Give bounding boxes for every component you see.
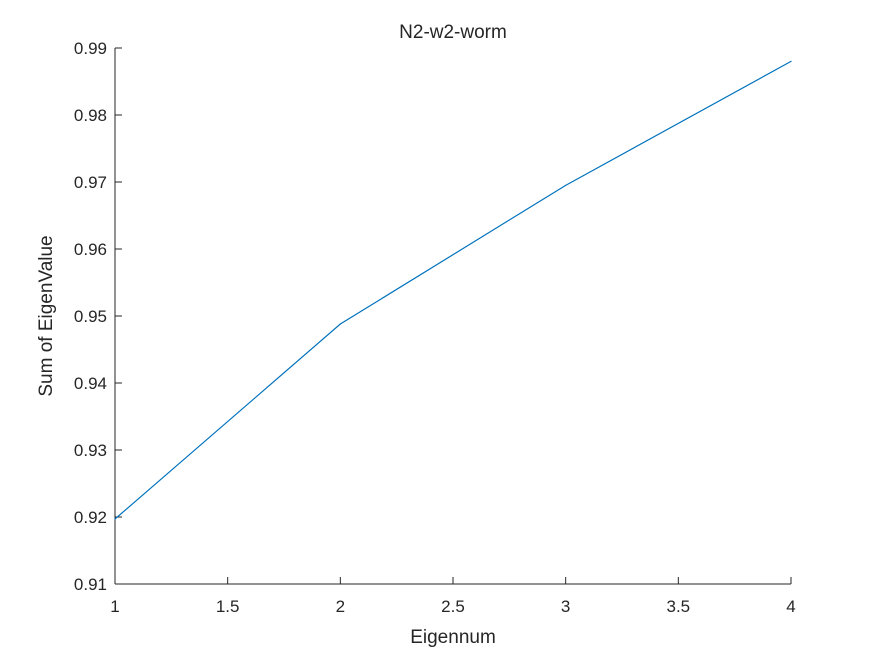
y-tick-label: 0.95 [74, 307, 107, 326]
y-tick-label: 0.97 [74, 173, 107, 192]
data-point [790, 60, 792, 63]
x-tick-label: 2.5 [441, 597, 465, 616]
y-axis-title: Sum of EigenValue [36, 235, 57, 396]
series-line [114, 60, 792, 520]
data-point [565, 184, 567, 186]
y-tick-label: 0.92 [74, 508, 107, 527]
y-tick-label: 0.93 [74, 441, 107, 460]
chart-title: N2-w2-worm [399, 22, 507, 43]
series-layer [114, 60, 792, 520]
y-tick-label: 0.94 [74, 374, 107, 393]
y-tick-label: 0.91 [74, 575, 107, 594]
x-tick-label: 4 [786, 597, 795, 616]
x-axis-title: Eigennum [410, 627, 496, 648]
data-point [114, 518, 116, 520]
y-tick-label: 0.98 [74, 106, 107, 125]
axes: 1 1.5 2 2.5 3 3.5 4 0.91 0.92 0.93 0.94 0.95 0.96 0.9… [74, 39, 796, 616]
y-tick-label: 0.96 [74, 240, 107, 259]
x-tick-label: 3.5 [667, 597, 691, 616]
y-tick-label: 0.99 [74, 39, 107, 58]
x-tick-label: 1 [110, 597, 119, 616]
x-tick-label: 2 [336, 597, 345, 616]
x-tick-label: 3 [561, 597, 570, 616]
data-point [339, 323, 341, 325]
x-tick-label: 1.5 [216, 597, 240, 616]
